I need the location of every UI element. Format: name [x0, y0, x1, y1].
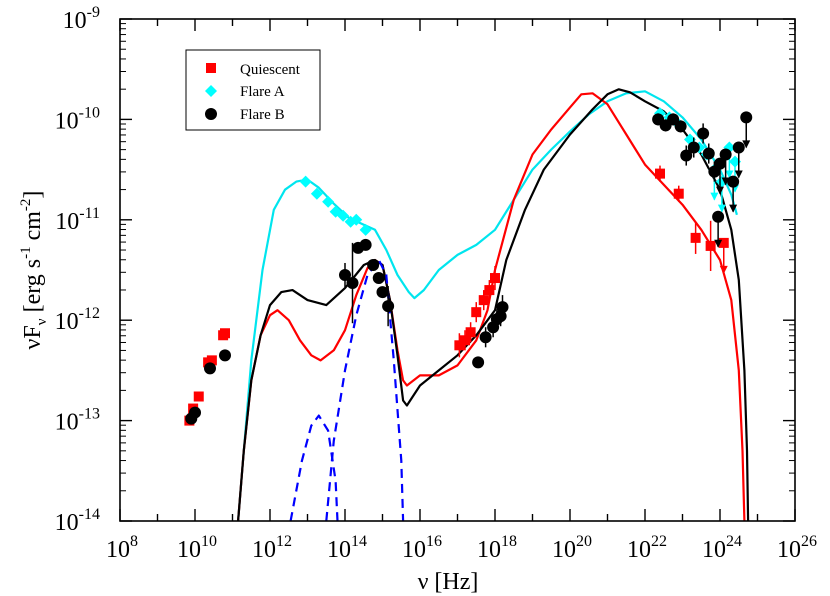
- upper-limit-arrow: [710, 192, 719, 201]
- point-flare-b: [494, 310, 507, 323]
- point-flare-a: [350, 213, 363, 226]
- point-flare-b: [219, 349, 231, 362]
- legend-label-quiescent: Quiescent: [240, 62, 301, 78]
- point-flare-a: [310, 187, 323, 200]
- point-flare-b: [339, 269, 351, 282]
- point-flare-a: [337, 209, 350, 222]
- x-tick-label: 1022: [627, 533, 667, 563]
- point-flare-b: [667, 113, 680, 126]
- legend-marker-flare-b: [205, 108, 217, 120]
- point-quiescent: [478, 295, 489, 306]
- x-tick-label: 1024: [702, 533, 742, 563]
- upper-limit-arrow: [729, 204, 738, 213]
- point-flare-b: [372, 272, 385, 285]
- point-flare-b: [359, 238, 372, 251]
- point-quiescent: [206, 355, 217, 366]
- data-points: [184, 107, 753, 426]
- legend-label-flare-a: Flare A: [240, 84, 285, 100]
- y-axis-label: νFν [erg s-1 cm-2]: [18, 191, 50, 350]
- point-quiescent: [193, 391, 204, 402]
- x-tick-label: 1014: [327, 533, 367, 563]
- point-flare-a: [299, 175, 312, 188]
- upper-limit-arrow: [725, 170, 734, 179]
- point-flare-b: [376, 286, 389, 299]
- axis-ticks: [119, 18, 796, 522]
- point-flare-b: [382, 300, 395, 313]
- point-flare-b: [712, 210, 725, 223]
- legend: Quiescent Flare A Flare B: [185, 49, 321, 131]
- upper-limit-arrow: [742, 140, 751, 149]
- upper-limit-arrow: [714, 239, 723, 248]
- x-tick-label: 1020: [552, 533, 592, 563]
- point-quiescent: [718, 237, 729, 248]
- point-flare-b: [496, 301, 509, 314]
- model-curve-0: [237, 90, 738, 521]
- point-flare-b: [204, 362, 216, 375]
- point-quiescent: [490, 273, 500, 284]
- point-flare-b: [680, 149, 693, 162]
- x-tick-label: 108: [106, 533, 138, 563]
- point-flare-b: [697, 127, 710, 140]
- legend-label-flare-b: Flare B: [240, 107, 285, 123]
- point-flare-b: [472, 356, 485, 369]
- y-tick-label: 10-9: [63, 4, 100, 34]
- point-flare-b: [687, 141, 700, 154]
- legend-marker-quiescent: [206, 63, 216, 73]
- point-quiescent: [673, 188, 684, 199]
- point-quiescent: [220, 328, 230, 339]
- point-quiescent: [690, 232, 701, 243]
- x-tick-label: 1018: [477, 533, 517, 563]
- point-quiescent: [460, 335, 470, 346]
- model-curve-1: [237, 92, 746, 521]
- upper-limit-arrow: [717, 204, 726, 213]
- point-flare-b: [714, 157, 726, 170]
- x-tick-label: 1016: [402, 533, 442, 563]
- point-flare-a: [322, 195, 335, 208]
- tick-labels: 108 1010 1012 1014 1016 1018 1020 1022 1024 1026 1…: [55, 4, 817, 563]
- point-flare-b: [702, 147, 715, 160]
- legend-marker-flare-a: [205, 85, 217, 97]
- upper-limit-arrow: [716, 186, 724, 195]
- point-quiescent: [471, 307, 482, 318]
- point-flare-a: [359, 223, 372, 236]
- point-flare-b: [346, 277, 359, 290]
- point-flare-b: [719, 148, 732, 161]
- point-quiescent: [705, 240, 716, 251]
- point-quiescent: [655, 168, 665, 179]
- point-quiescent: [454, 340, 465, 351]
- x-tick-label: 1010: [177, 533, 217, 563]
- point-flare-b: [367, 258, 380, 271]
- point-flare-b: [189, 406, 201, 419]
- y-tick-label: 10-13: [55, 406, 100, 436]
- upper-limit-arrow: [734, 170, 743, 179]
- point-flare-b: [732, 141, 745, 154]
- y-tick-label: 10-10: [55, 104, 100, 134]
- point-quiescent: [465, 327, 476, 338]
- point-flare-b: [479, 331, 492, 344]
- y-tick-label: 10-11: [55, 205, 100, 235]
- upper-limit-arrow: [719, 265, 728, 274]
- y-tick-label: 10-12: [55, 305, 100, 335]
- x-tick-label: 1012: [252, 533, 292, 563]
- x-tick-label: 1026: [777, 533, 817, 563]
- y-tick-label: 10-14: [55, 506, 100, 536]
- x-axis-label: ν [Hz]: [418, 569, 479, 595]
- model-curve-4: [289, 414, 339, 521]
- point-quiescent: [484, 285, 495, 296]
- point-flare-b: [740, 111, 753, 124]
- point-flare-b: [727, 175, 740, 188]
- point-flare-b: [674, 120, 687, 133]
